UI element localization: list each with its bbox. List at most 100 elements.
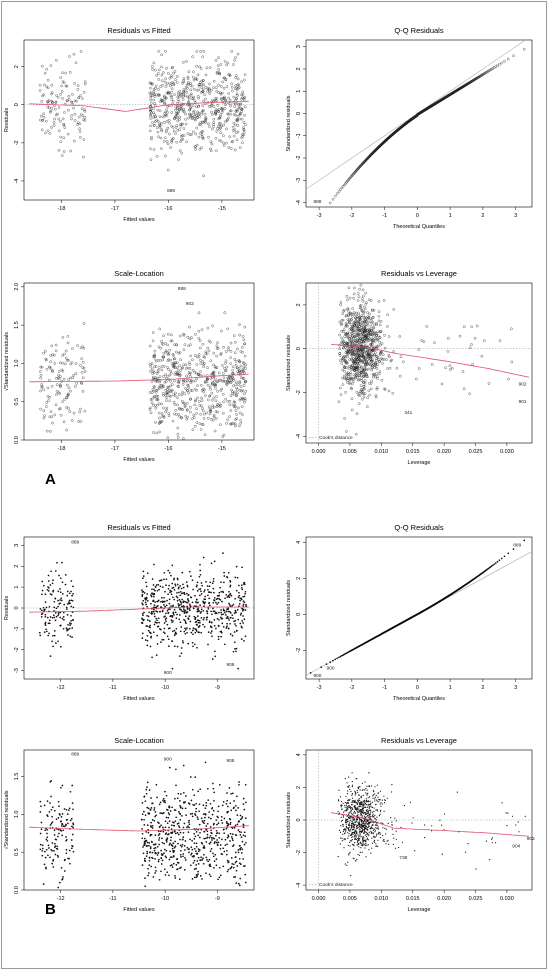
data-point [158,327,161,331]
data-point [183,401,186,405]
data-points [38,50,247,178]
data-point [48,365,51,369]
data-point [70,622,72,625]
data-point [206,612,209,615]
data-point [182,127,186,130]
data-point [171,383,174,386]
data-point [242,362,246,365]
data-point [198,115,201,118]
data-point [229,422,232,426]
data-point [217,404,220,407]
data-point [199,50,202,53]
data-point [228,98,232,102]
data-point [241,369,245,373]
y-tick-label: 2.0 [14,283,20,291]
data-point [163,596,165,599]
data-point [49,616,52,618]
data-point [218,402,221,405]
data-point [215,89,219,93]
data-point [172,71,175,75]
data-point [179,358,182,361]
data-point [229,350,233,353]
data-point [344,391,347,394]
data-point [191,369,195,372]
data-point [67,393,70,397]
data-point [160,79,164,83]
data-point [162,375,165,378]
data-point [160,579,163,581]
data-point [233,390,237,394]
data-point [202,390,205,394]
data-point [359,359,363,362]
data-point [220,609,222,611]
data-point [228,377,232,381]
data-point [153,102,156,105]
data-point [365,368,368,372]
data-point [176,373,179,376]
data-point [191,115,194,119]
data-point [224,120,227,124]
data-point [201,87,205,91]
data-point [59,645,62,648]
data-point [227,595,229,598]
data-point [340,336,343,340]
data-point [234,113,237,117]
data-point [203,589,206,591]
data-point [168,81,171,85]
data-point [166,111,169,114]
data-point [243,601,246,604]
data-point [149,94,153,97]
data-point [82,367,86,370]
data-point [215,354,218,358]
data-point [237,383,240,386]
data-point [195,598,198,601]
data-point [58,603,61,605]
data-point [65,99,69,103]
data-point [227,571,230,574]
data-point [231,422,234,425]
data-point [173,577,176,580]
data-point [155,431,159,435]
data-point [41,580,44,583]
data-point [192,130,195,134]
data-point [348,367,351,370]
data-point [223,101,226,104]
data-point [214,108,218,111]
data-point [215,347,219,350]
data-point [73,113,77,116]
data-point [164,154,167,158]
data-point [351,367,355,371]
data-point [373,323,376,327]
data-point [241,107,244,111]
data-point [187,371,191,374]
data-point [193,117,196,121]
data-point [195,78,199,81]
data-point [148,91,152,95]
data-point [371,340,374,344]
data-point [221,600,223,603]
data-point [234,383,237,386]
data-point [366,375,369,378]
data-point [149,411,153,415]
data-point [361,397,364,401]
data-point [190,117,194,120]
data-point [220,329,223,333]
data-point [151,588,153,591]
data-point [352,337,356,340]
data-point [360,387,363,391]
data-point [331,197,335,201]
data-point [197,329,201,333]
data-point [184,122,188,126]
data-point [152,395,156,399]
data-point [67,359,70,362]
data-point [351,334,354,338]
data-point [161,358,165,362]
data-point [242,615,244,617]
data-point [174,631,177,634]
data-point [338,320,342,324]
data-point [220,124,223,128]
data-point [38,83,42,87]
data-point [63,111,66,114]
data-point [221,590,224,593]
data-point [238,389,242,392]
